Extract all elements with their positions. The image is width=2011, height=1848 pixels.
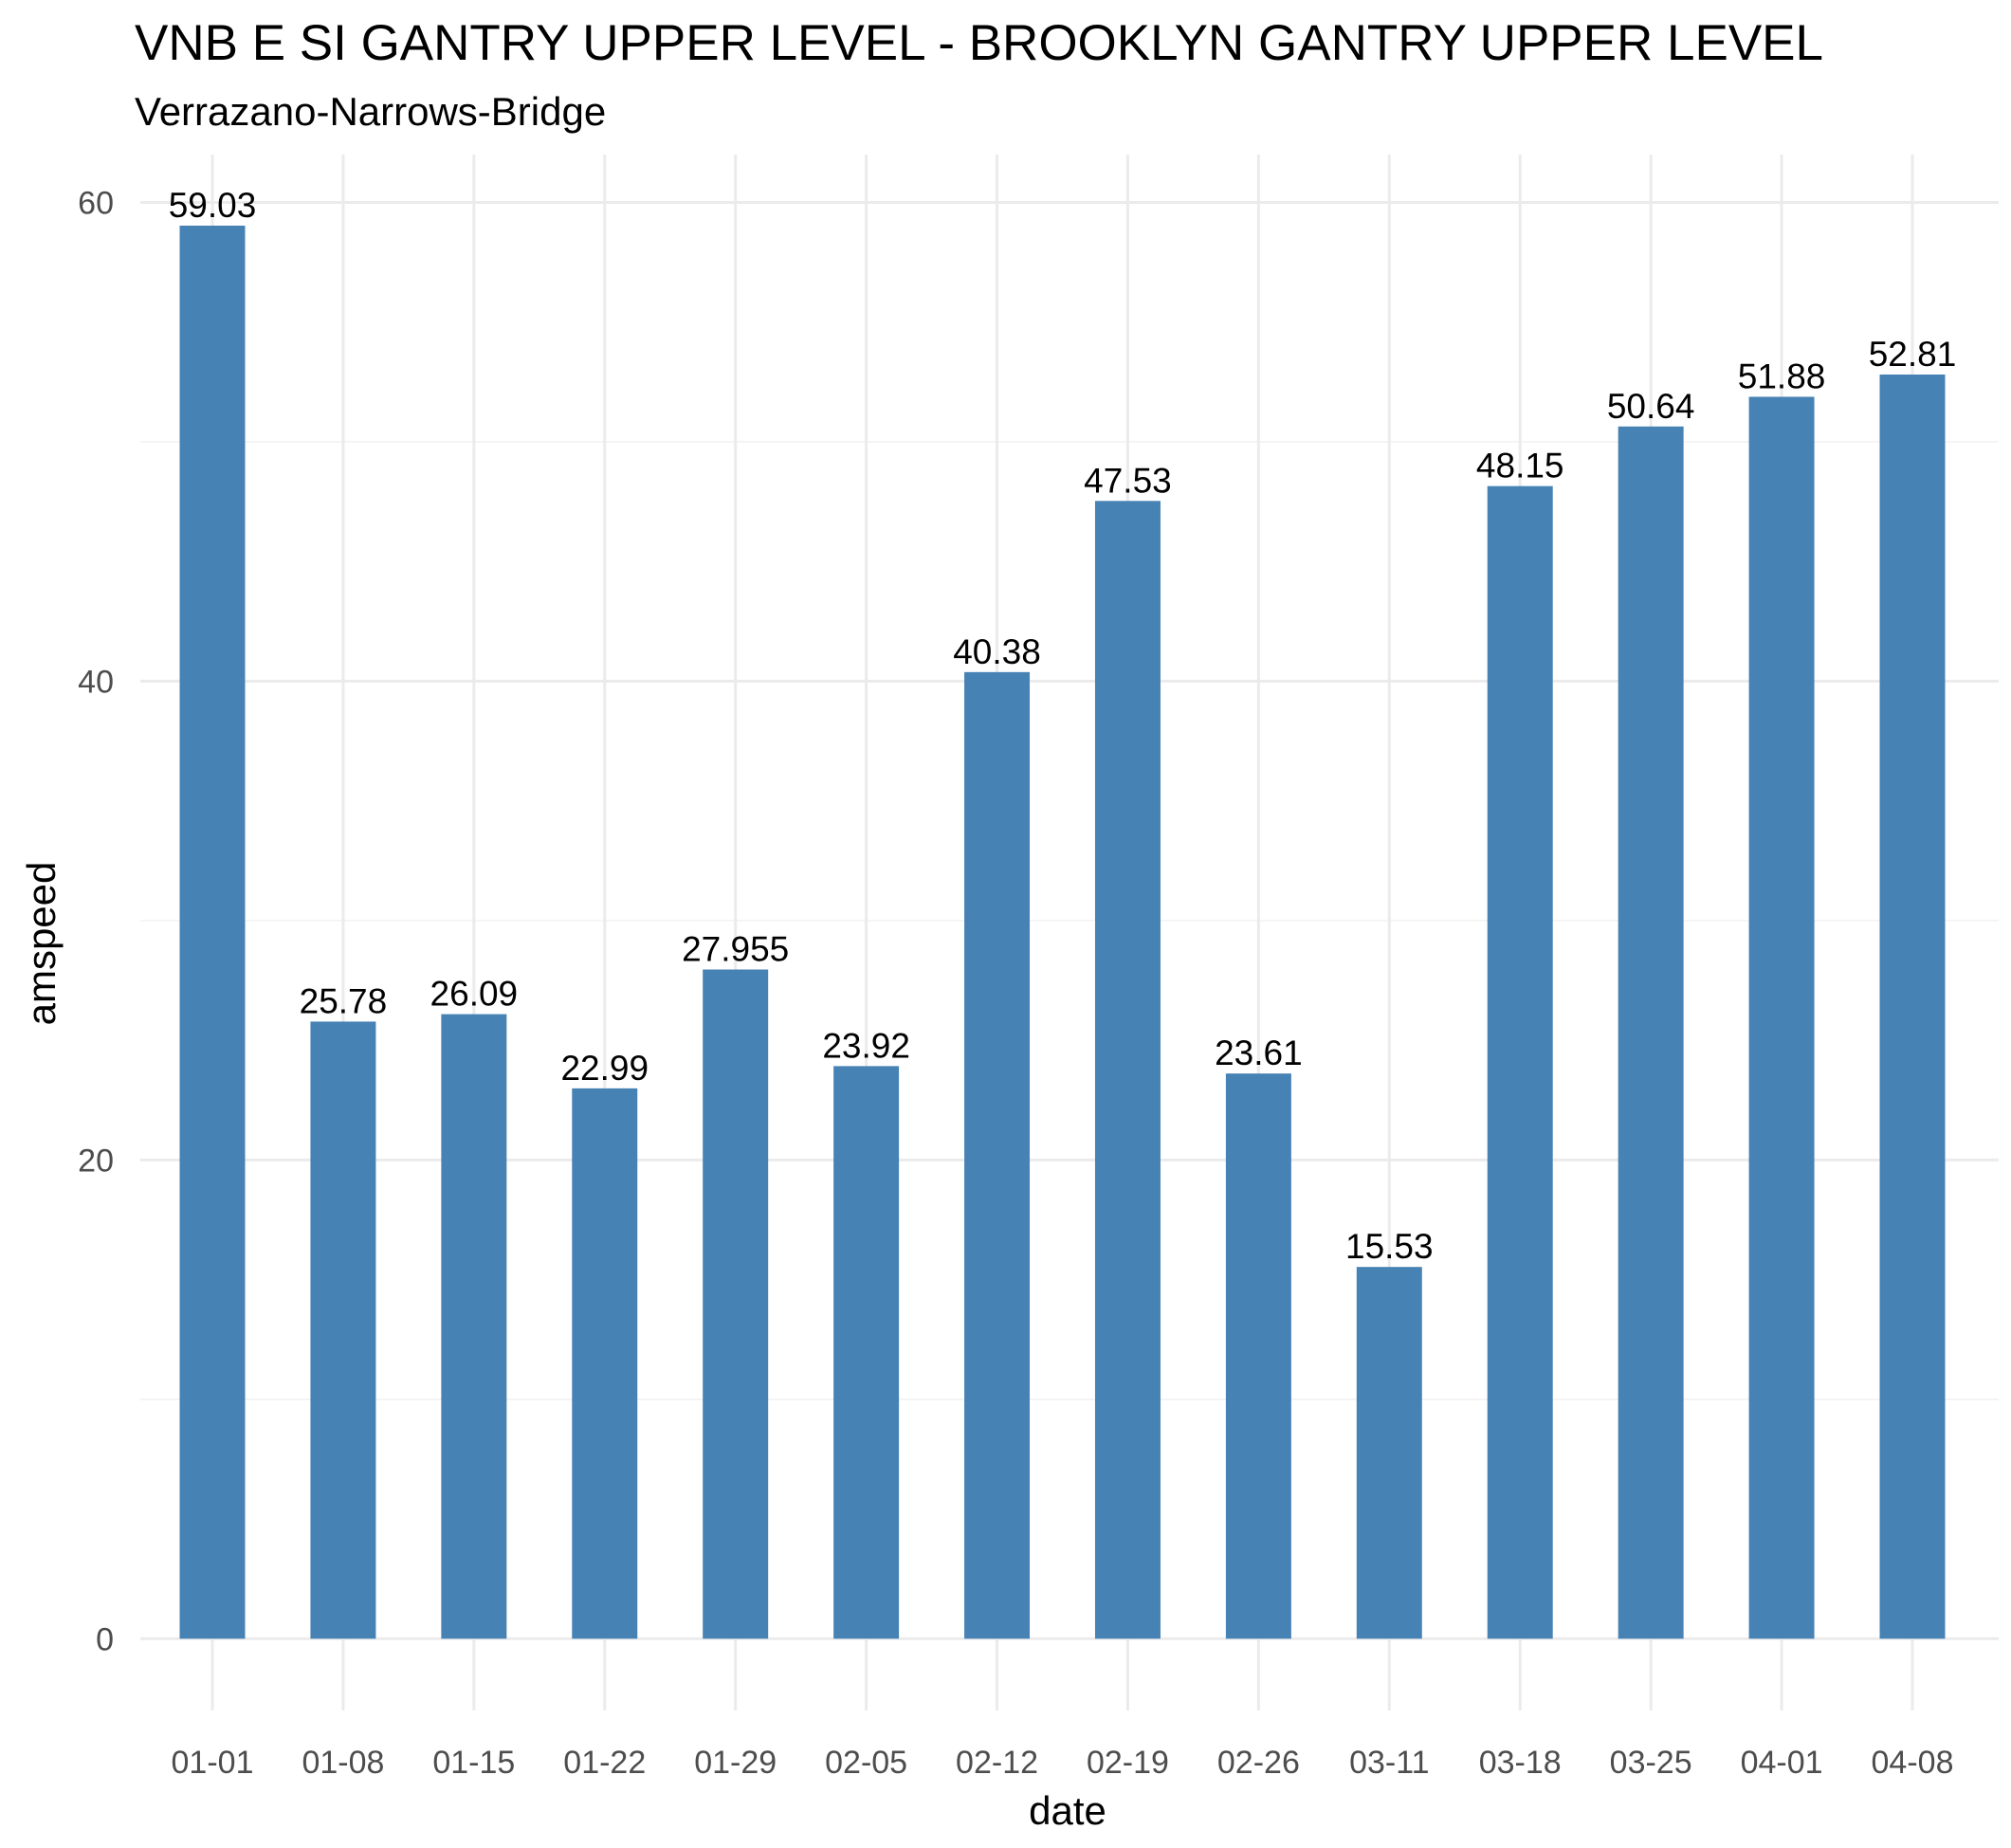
bar [1487, 485, 1553, 1639]
data-label: 27.955 [682, 930, 789, 969]
x-tick-label: 01-01 [172, 1745, 254, 1781]
bar [833, 1066, 900, 1639]
data-label: 48.15 [1476, 447, 1564, 485]
bar [964, 671, 1031, 1639]
x-tick-label: 02-26 [1217, 1745, 1300, 1781]
bar [572, 1088, 638, 1639]
bar [1879, 375, 1946, 1639]
x-tick-label: 04-01 [1741, 1745, 1823, 1781]
bar [179, 225, 246, 1639]
x-tick-label: 02-05 [825, 1745, 907, 1781]
data-label: 26.09 [430, 975, 519, 1014]
data-labels: 59.03 25.78 26.09 22.99 27.955 23.92 40.38 47.5… [169, 186, 1957, 1266]
data-label: 15.53 [1345, 1227, 1434, 1266]
x-tick-label: 03-11 [1349, 1745, 1429, 1781]
y-tick-label: 0 [96, 1621, 114, 1657]
x-tick-label: 01-29 [694, 1745, 777, 1781]
x-tick-label: 01-22 [563, 1745, 646, 1781]
x-tick-label: 01-08 [302, 1745, 384, 1781]
data-label: 22.99 [560, 1049, 649, 1088]
data-label: 52.81 [1869, 335, 1957, 374]
bars [179, 225, 1946, 1639]
data-label: 23.61 [1215, 1034, 1303, 1072]
bar [1748, 396, 1815, 1639]
data-label: 51.88 [1738, 357, 1826, 395]
y-tick-label: 60 [78, 185, 114, 221]
bar [1094, 501, 1161, 1639]
data-label: 23.92 [822, 1026, 910, 1065]
bar [1225, 1073, 1291, 1639]
chart-subtitle: Verrazano-Narrows-Bridge [135, 89, 606, 134]
x-tick-label: 03-25 [1610, 1745, 1692, 1781]
bar [441, 1014, 507, 1639]
y-axis-title: amspeed [19, 862, 64, 1026]
bar [1618, 426, 1684, 1639]
x-axis-ticks: 01-01 01-08 01-15 01-22 01-29 02-05 02-12 02-19… [172, 1745, 1954, 1781]
bar [1356, 1267, 1422, 1639]
x-tick-label: 04-08 [1872, 1745, 1954, 1781]
data-label: 47.53 [1084, 461, 1172, 500]
y-tick-label: 20 [78, 1143, 114, 1179]
x-tick-label: 02-19 [1087, 1745, 1169, 1781]
x-axis-title: date [1029, 1788, 1106, 1833]
chart-title: VNB E SI GANTRY UPPER LEVEL - BROOKLYN G… [135, 15, 1823, 71]
x-tick-label: 02-12 [956, 1745, 1038, 1781]
y-axis-ticks: 0 20 40 60 [78, 185, 114, 1657]
bar [703, 969, 769, 1639]
bar [310, 1021, 376, 1639]
data-label: 59.03 [169, 186, 257, 225]
x-tick-label: 01-15 [432, 1745, 515, 1781]
data-label: 40.38 [953, 632, 1041, 671]
y-tick-label: 40 [78, 664, 114, 700]
data-label: 50.64 [1607, 387, 1695, 426]
data-label: 25.78 [300, 981, 388, 1020]
x-tick-label: 03-18 [1479, 1745, 1562, 1781]
